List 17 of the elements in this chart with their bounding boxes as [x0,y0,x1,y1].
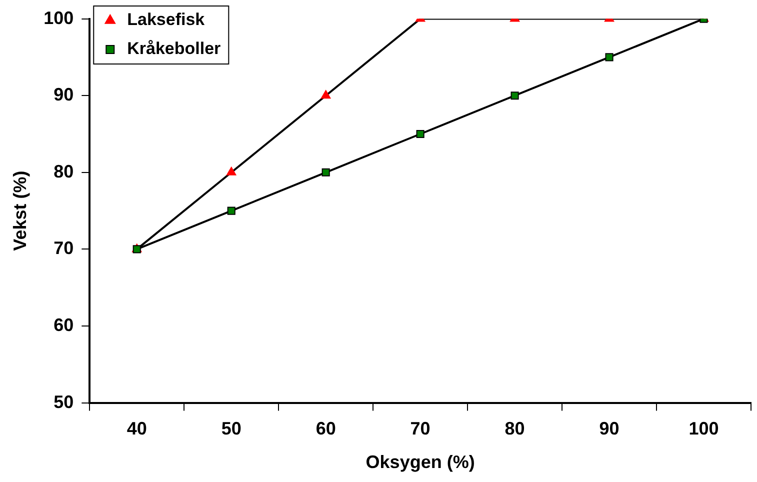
x-tick-label: 100 [688,418,719,439]
y-tick-label: 80 [54,161,74,182]
x-tick-label: 50 [221,418,242,439]
x-tick-label: 70 [410,418,430,439]
x-tick-label: 90 [599,418,620,439]
x-tick-label: 60 [316,418,336,439]
y-tick-label: 100 [44,8,74,28]
legend-label: Laksefisk [127,10,206,30]
y-tick-label: 60 [54,314,74,335]
y-tick-label: 90 [54,84,74,105]
legend-label: Kråkeboller [127,39,222,58]
y-axis-title: Vekst (%) [10,170,30,251]
x-tick-label: 80 [504,418,525,439]
x-axis-title: Oksygen (%) [366,452,475,472]
x-tick-label: 40 [126,418,147,439]
y-tick-label: 70 [54,238,74,258]
y-tick-label: 50 [54,392,74,412]
